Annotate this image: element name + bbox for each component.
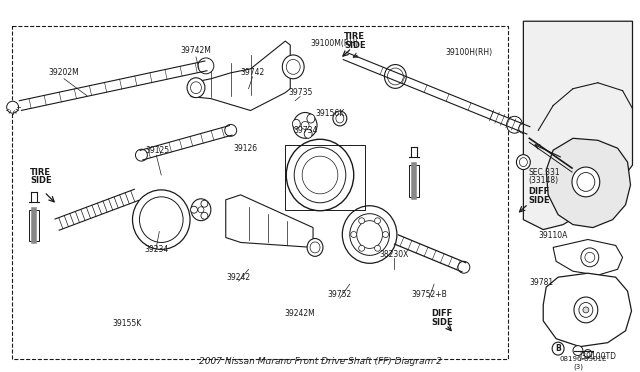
Ellipse shape [358,218,365,224]
Text: 39100M(RH): 39100M(RH) [311,39,359,48]
Text: 39781: 39781 [529,278,554,287]
Text: 39752+B: 39752+B [412,289,447,299]
Text: SIDE: SIDE [431,318,453,327]
Text: 39234: 39234 [144,245,168,254]
Ellipse shape [383,231,388,237]
Ellipse shape [458,261,470,273]
Text: 39752: 39752 [328,289,352,299]
Ellipse shape [374,245,381,251]
Text: TIRE: TIRE [344,32,365,41]
Ellipse shape [584,350,592,357]
Ellipse shape [574,297,598,323]
Text: 39742: 39742 [241,68,265,77]
Ellipse shape [579,302,593,317]
Text: 39100H(RH): 39100H(RH) [445,48,492,58]
Bar [29,210,39,241]
Ellipse shape [358,245,365,251]
Ellipse shape [294,147,346,203]
Polygon shape [226,195,313,247]
Ellipse shape [307,238,323,256]
Ellipse shape [336,114,344,123]
Ellipse shape [302,156,338,194]
Text: (3): (3) [573,363,583,370]
Ellipse shape [286,60,300,74]
Ellipse shape [201,212,208,219]
Ellipse shape [286,139,354,211]
Text: SEC.331: SEC.331 [529,167,560,177]
Polygon shape [546,138,630,228]
Ellipse shape [310,242,320,253]
Ellipse shape [585,252,595,262]
Ellipse shape [132,190,190,249]
Ellipse shape [387,68,403,85]
Text: 39742M: 39742M [180,46,211,55]
Bar [12,26,509,359]
Polygon shape [543,273,632,347]
Ellipse shape [201,200,208,207]
Ellipse shape [351,231,356,237]
Text: 39202M: 39202M [49,68,79,77]
Ellipse shape [191,82,202,94]
Bar [285,145,365,210]
Ellipse shape [140,197,183,243]
Text: J39100TD: J39100TD [579,352,616,361]
Ellipse shape [191,206,198,213]
Ellipse shape [333,111,347,126]
Ellipse shape [385,65,406,89]
Ellipse shape [572,167,600,197]
Ellipse shape [307,114,315,123]
Ellipse shape [516,155,531,170]
Ellipse shape [136,149,147,161]
Ellipse shape [507,116,522,133]
Ellipse shape [187,78,205,97]
Ellipse shape [342,206,397,263]
Text: DIFF: DIFF [529,187,550,196]
Text: TIRE: TIRE [30,167,51,177]
Ellipse shape [374,218,381,224]
Text: SIDE: SIDE [344,41,365,49]
Ellipse shape [350,214,390,255]
Text: 39110A: 39110A [538,231,568,240]
Text: DIFF: DIFF [431,310,452,318]
Text: 2007 Nissan Murano Front Drive Shaft (FF) Diagram 2: 2007 Nissan Murano Front Drive Shaft (FF… [198,357,442,366]
Text: 39735: 39735 [288,88,312,97]
Ellipse shape [191,199,211,221]
Ellipse shape [198,58,214,74]
Text: 38230X: 38230X [380,250,409,259]
Ellipse shape [519,124,529,134]
Ellipse shape [301,121,309,129]
Ellipse shape [293,112,317,138]
Text: 39126: 39126 [234,144,257,153]
Ellipse shape [520,158,527,167]
Text: 39242M: 39242M [285,310,316,318]
Ellipse shape [6,101,19,113]
Ellipse shape [198,207,204,213]
Ellipse shape [573,346,583,356]
Polygon shape [553,240,623,275]
Bar [410,165,419,197]
Text: 08196-8301E: 08196-8301E [559,356,607,362]
Ellipse shape [304,129,312,138]
Ellipse shape [581,248,599,267]
Text: 39155K: 39155K [112,319,141,328]
Ellipse shape [583,307,589,313]
Text: 39125: 39125 [145,146,170,155]
Ellipse shape [356,221,383,248]
Ellipse shape [552,342,564,355]
Ellipse shape [292,119,300,128]
Text: SIDE: SIDE [30,176,52,186]
Text: (33148): (33148) [529,176,559,186]
Text: B: B [556,344,561,353]
Text: 39156K: 39156K [316,109,344,118]
Ellipse shape [577,173,595,191]
Polygon shape [191,41,290,110]
Text: SIDE: SIDE [529,196,550,205]
Text: 39242: 39242 [227,273,251,282]
Text: 39734: 39734 [293,126,317,135]
Polygon shape [524,21,632,230]
Ellipse shape [225,124,237,136]
Ellipse shape [282,55,304,79]
